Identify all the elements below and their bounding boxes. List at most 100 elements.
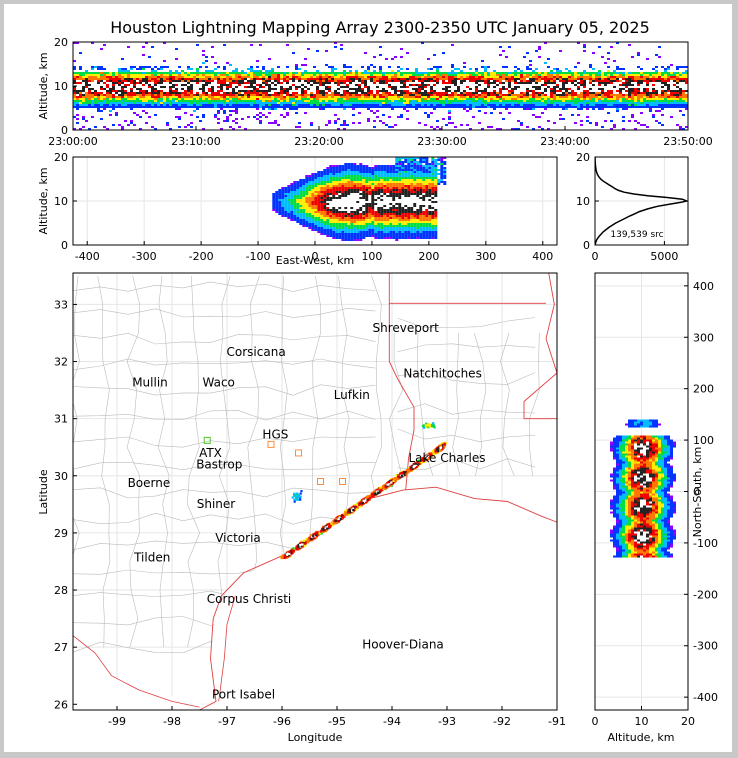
density-cell <box>115 84 118 86</box>
density-cell <box>478 110 481 112</box>
density-cell <box>100 88 103 90</box>
density-cell <box>340 102 343 104</box>
density-cell <box>496 106 499 108</box>
density-cell <box>142 68 145 70</box>
density-cell <box>364 106 367 108</box>
density-cell <box>299 183 303 185</box>
density-cell <box>232 88 235 90</box>
density-cell <box>631 72 634 74</box>
density-cell <box>475 76 478 78</box>
density-cell <box>586 90 589 92</box>
density-cell <box>637 102 640 104</box>
density-cell <box>296 209 300 211</box>
density-cell <box>583 70 586 72</box>
density-cell <box>196 86 199 88</box>
density-cell <box>85 94 88 96</box>
density-cell <box>118 68 121 70</box>
density-cell <box>460 88 463 90</box>
density-cell <box>335 185 339 187</box>
density-cell <box>145 106 148 108</box>
density-cell <box>556 72 559 74</box>
density-cell <box>94 66 97 68</box>
density-cell <box>302 223 306 225</box>
density-cell <box>442 118 445 120</box>
density-cell <box>323 209 327 211</box>
density-cell <box>124 104 127 106</box>
density-cell <box>394 88 397 90</box>
density-cell <box>661 66 664 68</box>
density-cell <box>436 82 439 84</box>
density-cell <box>112 72 115 74</box>
density-cell <box>250 72 253 74</box>
density-cell <box>341 187 345 189</box>
density-cell <box>613 76 616 78</box>
density-cell <box>454 106 457 108</box>
density-cell <box>397 78 400 80</box>
density-cell <box>172 76 175 78</box>
density-cell <box>286 44 289 46</box>
density-cell <box>344 207 348 209</box>
density-cell <box>424 104 427 106</box>
density-cell <box>541 74 544 76</box>
density-cell <box>463 96 466 98</box>
density-cell <box>214 84 217 86</box>
density-cell <box>232 106 235 108</box>
density-cell <box>290 219 294 221</box>
density-cell <box>115 112 118 114</box>
density-cell <box>292 80 295 82</box>
density-cell <box>538 78 541 80</box>
density-cell <box>652 88 655 90</box>
density-cell <box>508 82 511 84</box>
density-cell <box>424 98 427 100</box>
density-cell <box>460 98 463 100</box>
density-cell <box>193 88 196 90</box>
density-cell <box>142 96 145 98</box>
density-cell <box>595 80 598 82</box>
density-cell <box>332 187 336 189</box>
density-cell <box>76 92 79 94</box>
density-cell <box>148 96 151 98</box>
density-cell <box>298 72 301 74</box>
density-cell <box>511 102 514 104</box>
density-cell <box>79 96 82 98</box>
density-cell <box>388 90 391 92</box>
density-cell <box>622 90 625 92</box>
density-cell <box>508 84 511 86</box>
density-cell <box>151 102 154 104</box>
density-cell <box>478 80 481 82</box>
density-cell <box>532 70 535 72</box>
density-cell <box>622 74 625 76</box>
density-cell <box>571 102 574 104</box>
density-cell <box>463 106 466 108</box>
density-cell <box>442 98 445 100</box>
density-cell <box>637 98 640 100</box>
density-cell <box>346 88 349 90</box>
density-cell <box>85 90 88 92</box>
density-cell <box>487 86 490 88</box>
density-cell <box>340 94 343 96</box>
density-cell <box>613 84 616 86</box>
density-cell <box>670 76 673 78</box>
density-cell <box>184 102 187 104</box>
density-cell <box>253 100 256 102</box>
density-cell <box>163 92 166 94</box>
density-cell <box>505 80 508 82</box>
density-cell <box>319 82 322 84</box>
density-cell <box>610 94 613 96</box>
density-cell <box>544 96 547 98</box>
density-cell <box>253 70 256 72</box>
density-cell <box>187 100 190 102</box>
density-cell <box>103 108 106 110</box>
density-cell <box>262 72 265 74</box>
density-cell <box>616 98 619 100</box>
density-cell <box>394 76 397 78</box>
density-cell <box>439 74 442 76</box>
density-cell <box>295 104 298 106</box>
density-cell <box>73 66 76 68</box>
density-cell <box>229 72 232 74</box>
density-cell <box>340 76 343 78</box>
density-cell <box>541 100 544 102</box>
density-cell <box>281 191 285 193</box>
density-cell <box>442 104 445 106</box>
density-cell <box>640 92 643 94</box>
